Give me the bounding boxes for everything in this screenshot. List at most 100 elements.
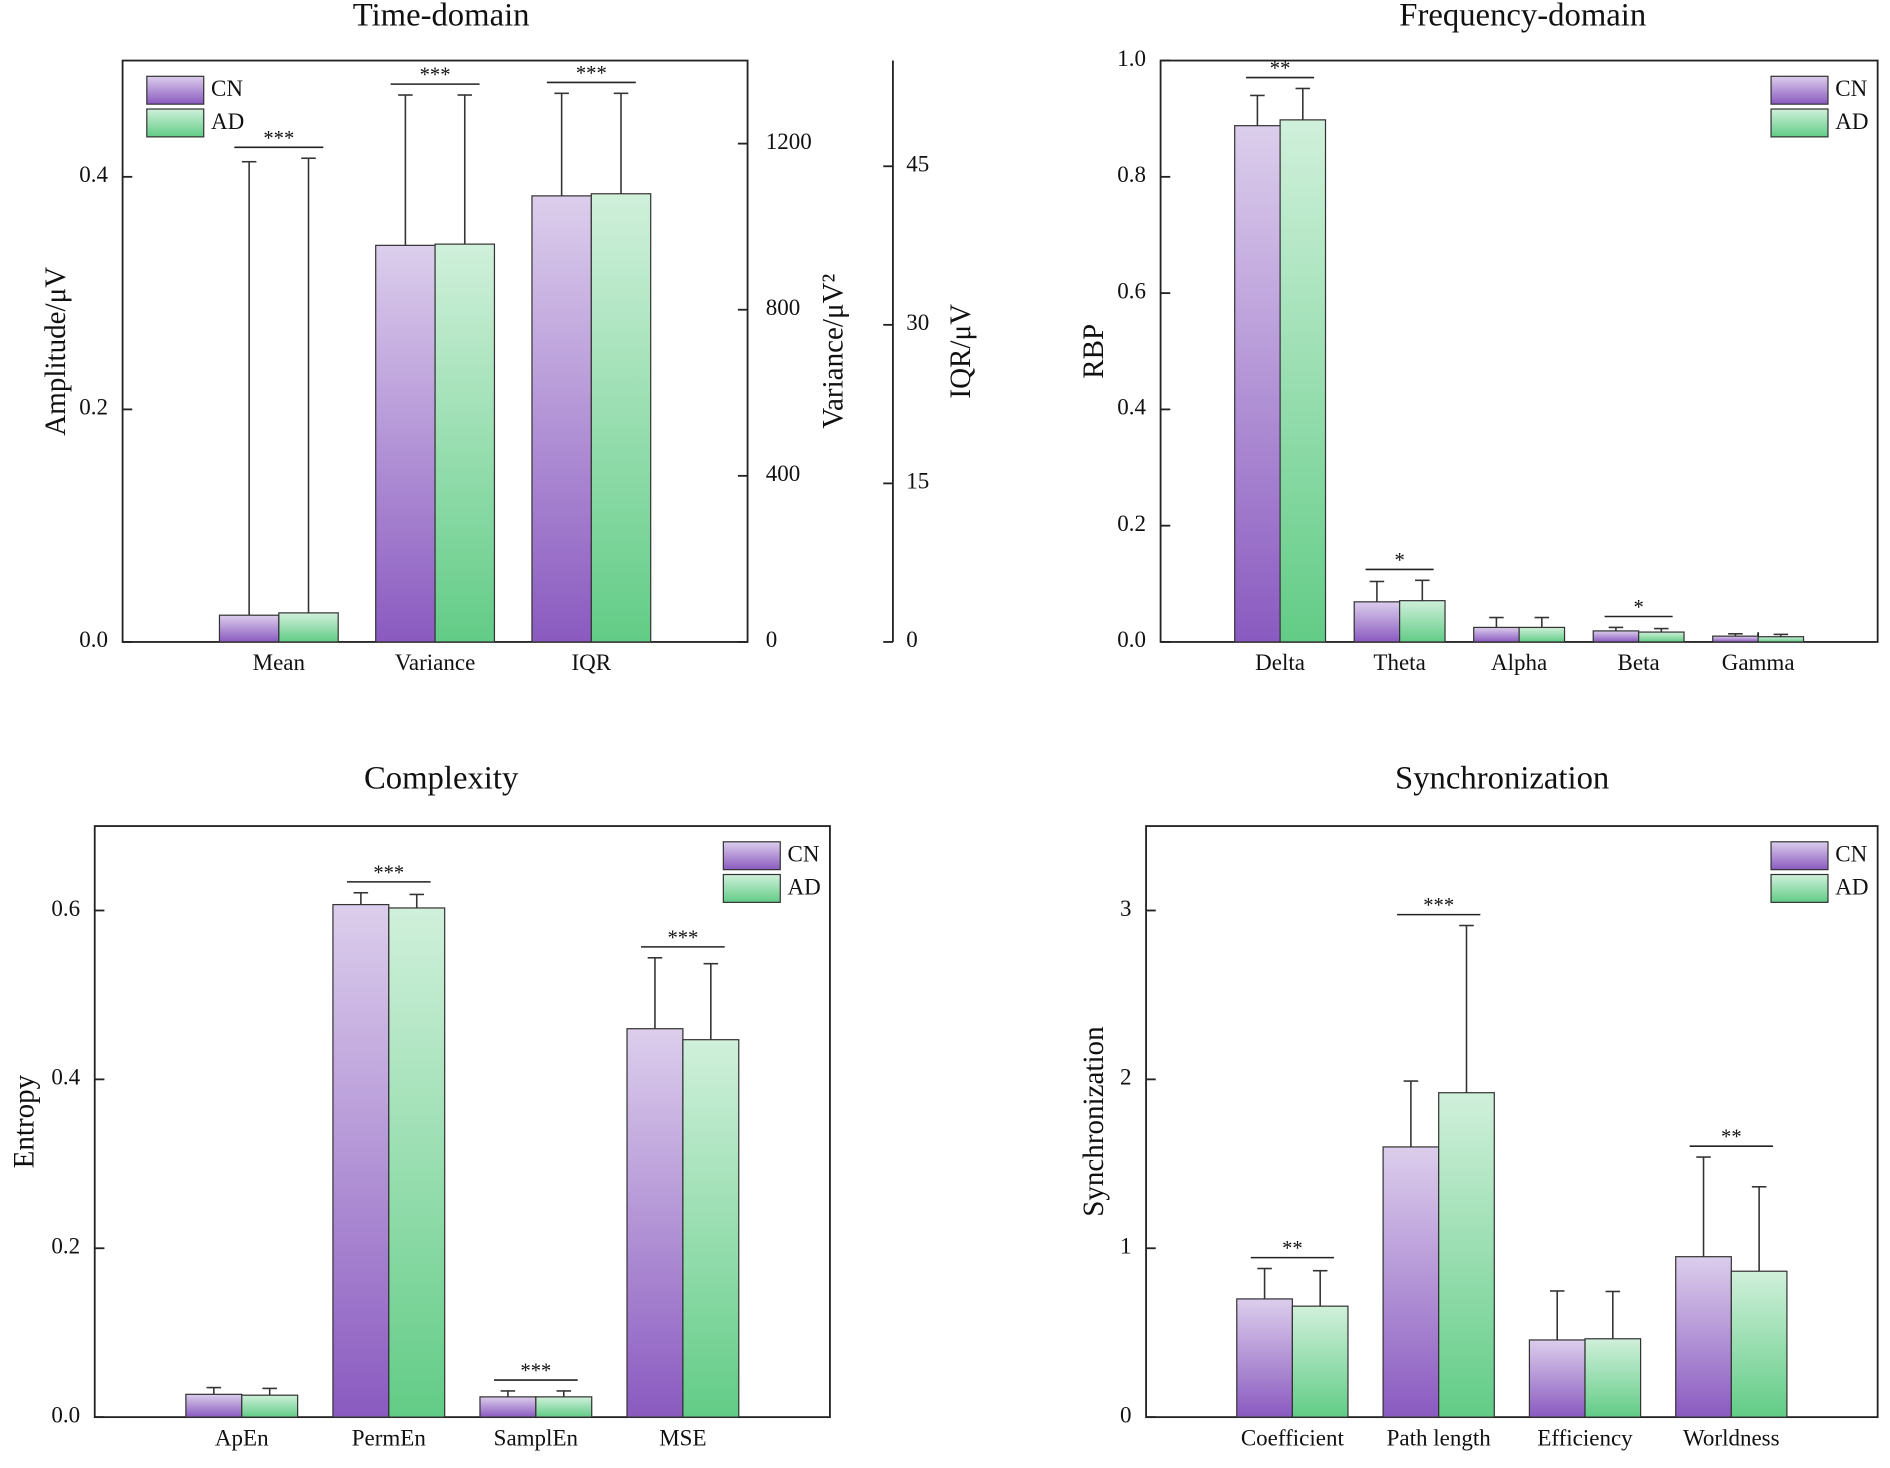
y-tick-label: 0.2 (79, 394, 108, 420)
legend-label: CN (788, 841, 820, 867)
y-tick-label: 800 (766, 294, 801, 320)
y2-axis-title: Variance/μV² (818, 274, 850, 429)
bar (1353, 601, 1401, 643)
bar (241, 1394, 299, 1418)
bar (388, 907, 446, 1418)
legend-label: CN (211, 75, 243, 101)
legend-swatch (1770, 75, 1829, 105)
bar (375, 244, 436, 643)
y-tick-label: 0.0 (51, 1401, 80, 1427)
y-tick-label: 15 (906, 468, 929, 494)
chart-title: Synchronization (1395, 761, 1609, 797)
x-tick-label: Delta (1255, 649, 1305, 675)
bar (1675, 1256, 1732, 1418)
x-tick-label: Path length (1387, 1424, 1492, 1450)
y-tick-label: 3 (1120, 895, 1132, 921)
significance: *** (1423, 895, 1454, 917)
plot-frame (93, 825, 831, 1419)
y-tick-label: 0 (906, 626, 918, 652)
significance: ** (1721, 1127, 1742, 1149)
legend-label: AD (211, 108, 244, 134)
y-tick-label: 0.6 (51, 895, 80, 921)
bar (1518, 626, 1566, 643)
y-tick-label: 0.0 (79, 626, 108, 652)
x-tick-label: Mean (253, 649, 306, 675)
chart-title: Complexity (364, 761, 519, 797)
bar (1638, 631, 1685, 643)
x-tick-label: IQR (572, 649, 612, 675)
y-tick-label: 1 (1120, 1233, 1132, 1259)
x-tick-label: Gamma (1722, 649, 1795, 675)
bar (185, 1393, 243, 1418)
bar (590, 193, 652, 643)
legend-label: CN (1835, 841, 1867, 867)
legend-swatch (722, 841, 781, 871)
y-axis-title: Amplitude/μV (40, 267, 72, 436)
bar (434, 243, 496, 643)
legend-swatch (1770, 841, 1829, 871)
significance: *** (263, 128, 294, 150)
bar (1279, 119, 1327, 643)
y-tick-label: 1200 (766, 128, 812, 154)
significance: ** (1282, 1238, 1303, 1260)
y-axis-title: RBP (1078, 324, 1110, 379)
significance: *** (373, 862, 404, 884)
x-tick-label: ApEn (215, 1424, 269, 1450)
significance: * (1633, 597, 1643, 619)
legend-swatch (1770, 873, 1829, 903)
bar (1584, 1338, 1642, 1418)
bar (278, 612, 339, 643)
y-tick-label: 0.8 (1117, 161, 1146, 187)
x-tick-label: Efficiency (1537, 1424, 1633, 1450)
y-tick-label: 0.2 (51, 1233, 80, 1259)
legend-swatch (722, 873, 781, 903)
significance: *** (667, 927, 698, 949)
y-tick-label: 1.0 (1117, 45, 1146, 71)
bar (531, 195, 592, 643)
y-axis-title: Synchronization (1078, 1026, 1110, 1217)
legend-label: AD (1835, 873, 1868, 899)
significance: *** (520, 1361, 551, 1383)
y-tick-label: 30 (906, 309, 929, 335)
significance: ** (1270, 58, 1291, 80)
bar (1592, 630, 1640, 643)
legend-label: AD (1835, 108, 1868, 134)
bar (682, 1039, 740, 1418)
legend-swatch (1770, 108, 1829, 138)
bar (1438, 1092, 1495, 1418)
x-tick-label: SamplEn (494, 1424, 579, 1450)
bar (1291, 1305, 1349, 1418)
legend-swatch (146, 75, 205, 105)
legend-swatch (146, 108, 205, 138)
bar (1236, 1298, 1293, 1418)
bar (1528, 1339, 1586, 1418)
bar (1712, 635, 1759, 643)
x-tick-label: Alpha (1491, 649, 1547, 675)
bar (479, 1396, 537, 1418)
x-tick-label: Coefficient (1241, 1424, 1345, 1450)
significance: *** (420, 65, 451, 87)
chart-title: Time-domain (353, 0, 530, 34)
significance: *** (576, 63, 607, 85)
y-tick-label: 400 (766, 460, 801, 486)
y-tick-label: 45 (906, 151, 929, 177)
plot-frame (1145, 825, 1879, 1419)
x-tick-label: PermEn (352, 1424, 427, 1450)
y-axis-title: Entropy (9, 1074, 41, 1168)
bar (1757, 636, 1805, 643)
bar (626, 1028, 684, 1418)
bar (1730, 1270, 1788, 1418)
y-tick-label: 0.2 (1117, 510, 1146, 536)
x-tick-label: MSE (659, 1424, 706, 1450)
y-tick-label: 0.4 (1117, 394, 1146, 420)
x-tick-label: Worldness (1683, 1424, 1780, 1450)
y-tick-label: 0.6 (1117, 277, 1146, 303)
bar (1399, 600, 1446, 643)
significance: * (1394, 550, 1404, 572)
bar (332, 903, 390, 1418)
y-tick-label: 0.4 (79, 161, 108, 187)
legend-label: CN (1835, 75, 1867, 101)
bar (1234, 125, 1281, 643)
x-tick-label: Theta (1373, 649, 1425, 675)
